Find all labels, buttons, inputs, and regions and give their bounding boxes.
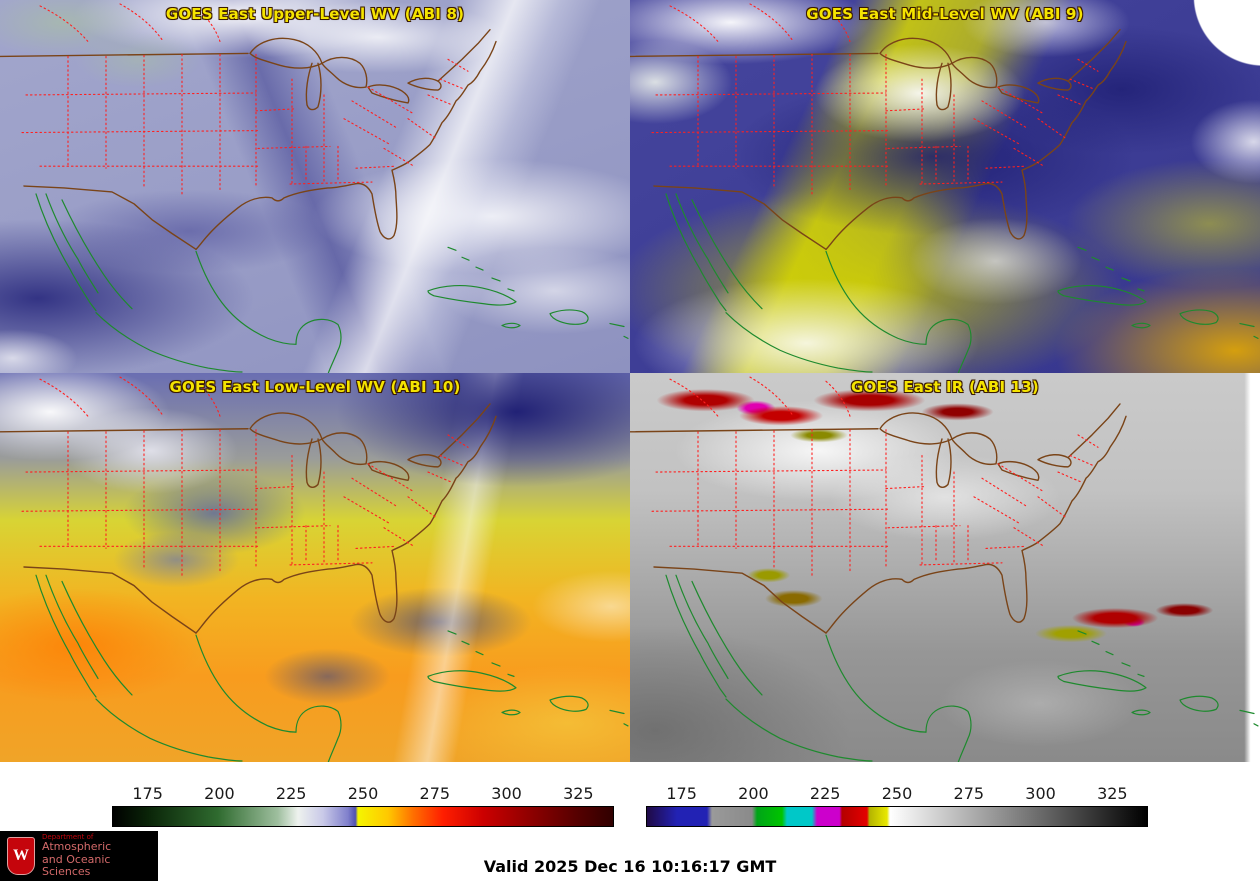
panel-mid-level-wv[interactable]: GOES East Mid-Level WV (ABI 9) bbox=[630, 0, 1260, 373]
colorbar-ir-gradient bbox=[646, 806, 1148, 827]
satellite-quad: GOES East Upper-Level WV (ABI 8) GOES Ea… bbox=[0, 0, 1260, 762]
satellite-image-abi8 bbox=[0, 0, 630, 373]
map-overlay bbox=[630, 376, 1259, 762]
map-overlay bbox=[0, 376, 629, 762]
colorbar-tick-label: 325 bbox=[563, 784, 594, 803]
panel-title-abi9: GOES East Mid-Level WV (ABI 9) bbox=[806, 5, 1084, 23]
logo-name-line1: Atmospheric bbox=[42, 840, 112, 854]
colorbar-tick-label: 250 bbox=[881, 784, 913, 803]
colorbars-row: 175 200 225 250 275 300 325 175 200 225 250 275 300… bbox=[0, 762, 1260, 827]
panel-title-abi8: GOES East Upper-Level WV (ABI 8) bbox=[165, 5, 465, 23]
colorbar-wv-tick-labels: 175 200 225 250 275 300 325 bbox=[112, 784, 614, 806]
colorbar-tick-label: 225 bbox=[809, 784, 841, 803]
logo-department-label: Department of bbox=[42, 833, 94, 842]
colorbar-tick-label: 175 bbox=[132, 784, 163, 803]
colorbar-tick-label: 200 bbox=[204, 784, 235, 803]
logo-text: Department of Atmospheric and Oceanic Sc… bbox=[42, 833, 151, 879]
colorbar-tick-label: 275 bbox=[419, 784, 451, 803]
satellite-image-abi9 bbox=[630, 0, 1260, 373]
panel-upper-level-wv[interactable]: GOES East Upper-Level WV (ABI 8) bbox=[0, 0, 630, 373]
colorbar-tick-label: 200 bbox=[738, 784, 769, 803]
valid-time-text: Valid 2025 Dec 16 10:16:17 GMT bbox=[483, 857, 777, 876]
colorbar-tick-label: 175 bbox=[666, 784, 697, 803]
colorbar-wv-gradient bbox=[112, 806, 614, 827]
panel-title-abi10: GOES East Low-Level WV (ABI 10) bbox=[169, 378, 461, 396]
colorbar-tick-label: 325 bbox=[1097, 784, 1128, 803]
map-overlay bbox=[630, 3, 1259, 373]
panel-title-abi13: GOES East IR (ABI 13) bbox=[850, 378, 1039, 396]
map-overlay bbox=[0, 3, 629, 373]
colorbar-tick-label: 300 bbox=[1025, 784, 1056, 803]
colorbar-tick-label: 250 bbox=[347, 784, 379, 803]
colorbar-infrared: 175 200 225 250 275 300 325 bbox=[646, 784, 1148, 827]
satellite-image-abi13 bbox=[630, 373, 1260, 762]
panel-ir[interactable]: GOES East IR (ABI 13) bbox=[630, 373, 1260, 762]
logo-name-line2: and Oceanic Sciences bbox=[42, 852, 111, 879]
colorbar-water-vapor: 175 200 225 250 275 300 325 bbox=[112, 784, 614, 827]
colorbar-tick-label: 225 bbox=[275, 784, 307, 803]
colorbar-ir-tick-labels: 175 200 225 250 275 300 325 bbox=[646, 784, 1148, 806]
colorbar-tick-label: 275 bbox=[953, 784, 985, 803]
panel-low-level-wv[interactable]: GOES East Low-Level WV (ABI 10) bbox=[0, 373, 630, 762]
aos-department-logo: W Department of Atmospheric and Oceanic … bbox=[0, 831, 158, 881]
satellite-image-abi10 bbox=[0, 373, 630, 762]
footer: 175 200 225 250 275 300 325 175 200 225 250 275 300… bbox=[0, 762, 1260, 881]
uw-crest-icon: W bbox=[7, 837, 35, 875]
colorbar-tick-label: 300 bbox=[491, 784, 522, 803]
